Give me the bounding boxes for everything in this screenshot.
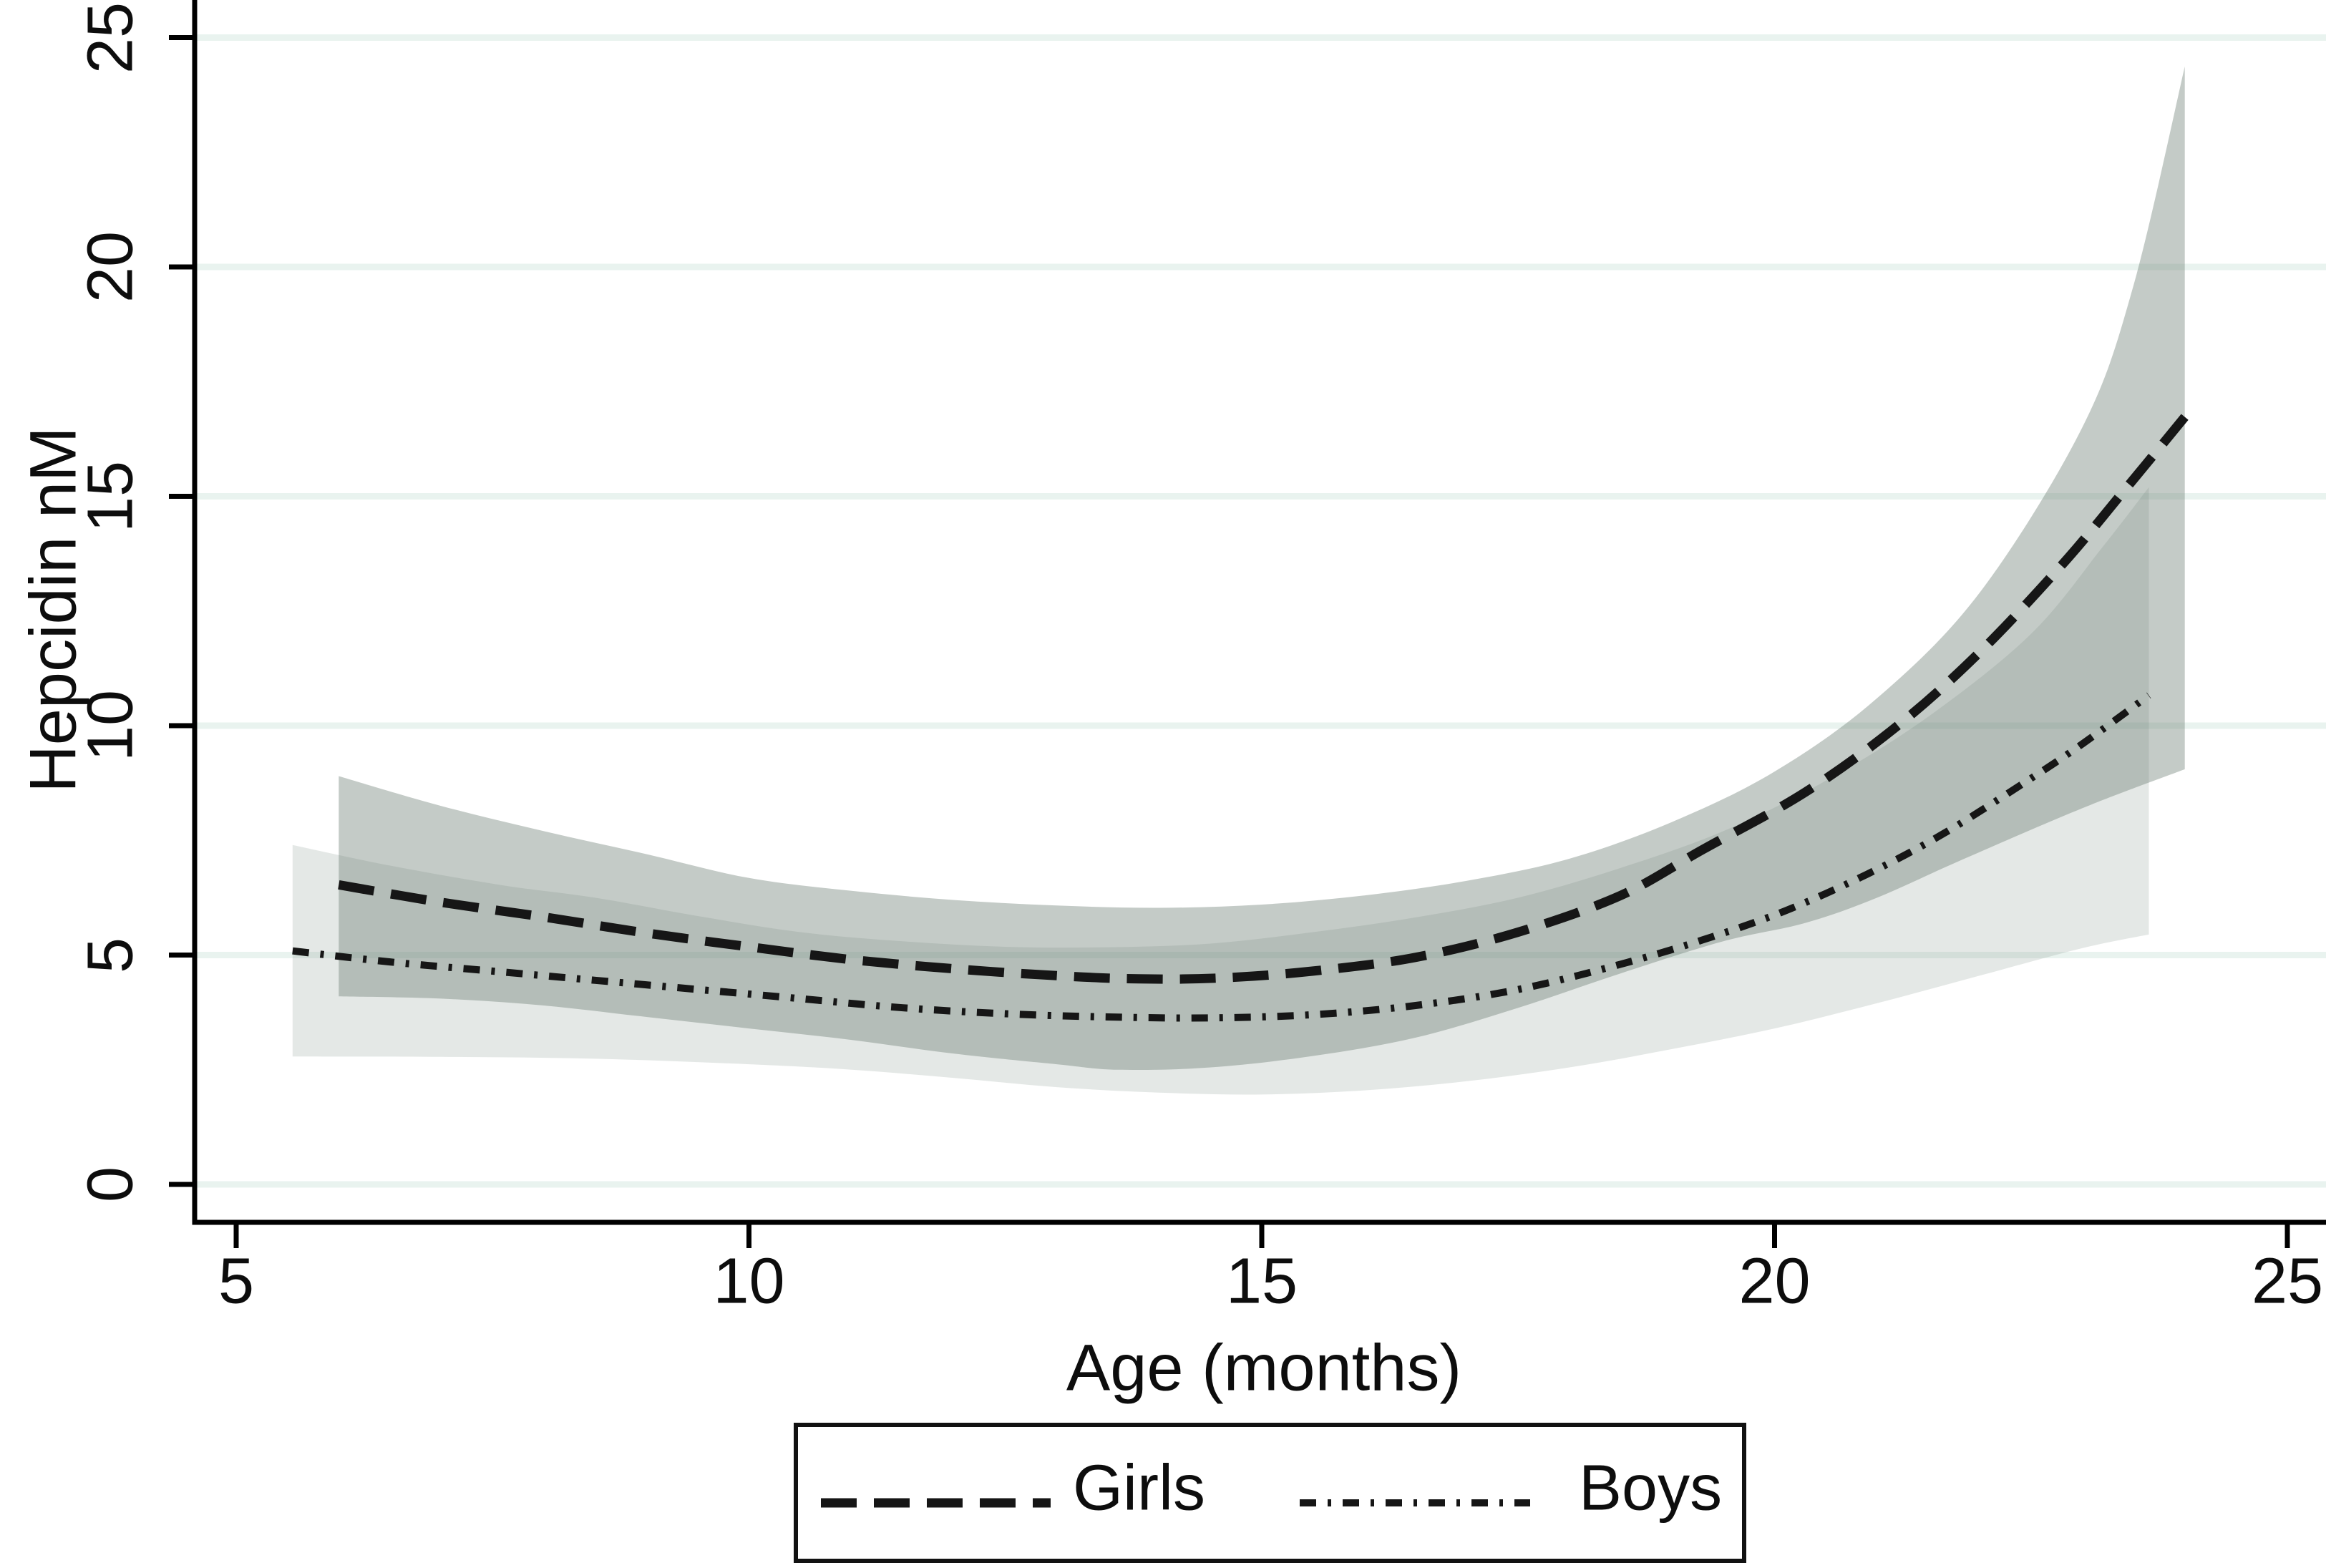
y-tick-label: 15 bbox=[74, 460, 147, 532]
x-axis-title: Age (months) bbox=[1066, 1331, 1462, 1405]
y-tick-label: 20 bbox=[74, 230, 147, 303]
legend: Girls Boys bbox=[794, 1423, 1746, 1563]
x-tick-label: 10 bbox=[713, 1245, 785, 1318]
x-tick-label: 20 bbox=[1738, 1245, 1811, 1318]
y-tick-label: 5 bbox=[74, 937, 147, 973]
axes bbox=[192, 0, 2326, 1225]
y-tick-label: 10 bbox=[74, 689, 147, 762]
series-line-girls bbox=[338, 414, 2189, 984]
gridlines bbox=[195, 34, 2326, 1188]
x-tick-label: 15 bbox=[1225, 1245, 1298, 1318]
x-tick-label: 25 bbox=[2251, 1245, 2324, 1318]
confidence-band-girls bbox=[339, 66, 2185, 1071]
legend-label-boys: Boys bbox=[1579, 1452, 1723, 1524]
x-tick-label: 5 bbox=[218, 1245, 255, 1318]
y-tick-label: 0 bbox=[74, 1166, 147, 1203]
legend-label-girls: Girls bbox=[1073, 1452, 1205, 1524]
y-tick-label: 25 bbox=[74, 1, 147, 74]
tick-marks bbox=[169, 35, 2290, 1248]
series-line-boys bbox=[292, 692, 2151, 1022]
legend-line-samples bbox=[821, 1498, 1530, 1508]
